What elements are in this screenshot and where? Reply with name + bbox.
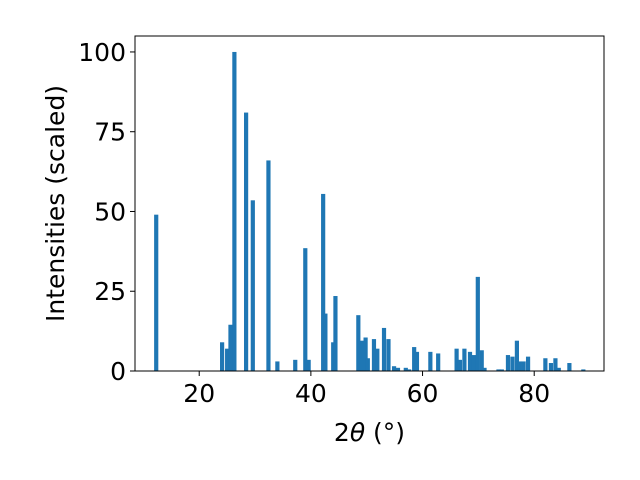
bar <box>266 160 271 371</box>
bar <box>375 348 380 371</box>
bar <box>306 359 311 371</box>
bar <box>412 347 417 371</box>
x-axis-label-symbol: θ <box>350 418 365 447</box>
bar <box>321 193 326 371</box>
bar <box>581 369 586 371</box>
bar <box>457 359 463 371</box>
bar <box>517 361 522 371</box>
bar <box>356 315 361 371</box>
y-tick-label: 75 <box>94 118 126 147</box>
bar <box>371 339 377 371</box>
plot-frame <box>134 35 605 372</box>
bar <box>275 361 280 371</box>
bar <box>381 327 387 371</box>
bar <box>553 358 558 371</box>
bar <box>510 356 515 371</box>
bar <box>225 348 230 371</box>
bar <box>521 361 526 371</box>
bar <box>482 367 487 371</box>
bar <box>250 200 255 371</box>
x-tick-label: 60 <box>407 379 439 408</box>
bar <box>363 337 368 371</box>
bar <box>428 351 433 371</box>
bar <box>228 324 233 371</box>
bar <box>365 358 370 371</box>
bar <box>462 348 467 371</box>
y-tick-label: 0 <box>110 357 126 386</box>
bar <box>414 351 420 371</box>
bar <box>556 367 561 371</box>
bar <box>475 276 480 371</box>
bar <box>407 369 412 371</box>
x-axis-label: 2θ (°) <box>334 418 405 447</box>
x-axis-ticks: 20 40 60 80 <box>183 371 550 408</box>
bar <box>471 355 476 371</box>
bar <box>232 51 237 371</box>
bar <box>548 363 554 371</box>
bar <box>303 248 308 371</box>
bar <box>514 340 519 371</box>
bar <box>525 356 531 371</box>
bar <box>333 296 338 371</box>
bar <box>567 363 572 371</box>
bar <box>543 358 548 371</box>
bar <box>244 112 249 371</box>
y-tick-label: 50 <box>94 197 126 226</box>
bar <box>395 367 401 371</box>
y-axis-label: Intensities (scaled) <box>41 85 70 322</box>
bar <box>496 369 501 371</box>
bar <box>479 350 484 371</box>
bar <box>220 342 225 371</box>
bar <box>505 355 511 371</box>
bar <box>154 214 159 371</box>
y-tick-label: 100 <box>78 38 126 67</box>
bar <box>293 359 298 371</box>
bar <box>323 313 328 371</box>
bars-group <box>154 51 586 371</box>
bar <box>391 366 397 371</box>
bar <box>403 367 408 371</box>
x-axis-label-prefix: 2 <box>334 418 350 447</box>
bar <box>454 348 459 371</box>
y-axis-ticks: 0 25 50 75 100 <box>78 38 135 386</box>
bar <box>386 339 391 371</box>
bar <box>331 342 336 371</box>
x-tick-label: 40 <box>295 379 327 408</box>
x-tick-label: 80 <box>518 379 550 408</box>
bar <box>467 351 473 371</box>
x-tick-label: 20 <box>183 379 215 408</box>
bar <box>436 353 441 371</box>
bar <box>359 340 364 371</box>
bar <box>499 369 504 371</box>
y-tick-label: 25 <box>94 277 126 306</box>
x-axis-label-unit: (°) <box>365 418 405 447</box>
